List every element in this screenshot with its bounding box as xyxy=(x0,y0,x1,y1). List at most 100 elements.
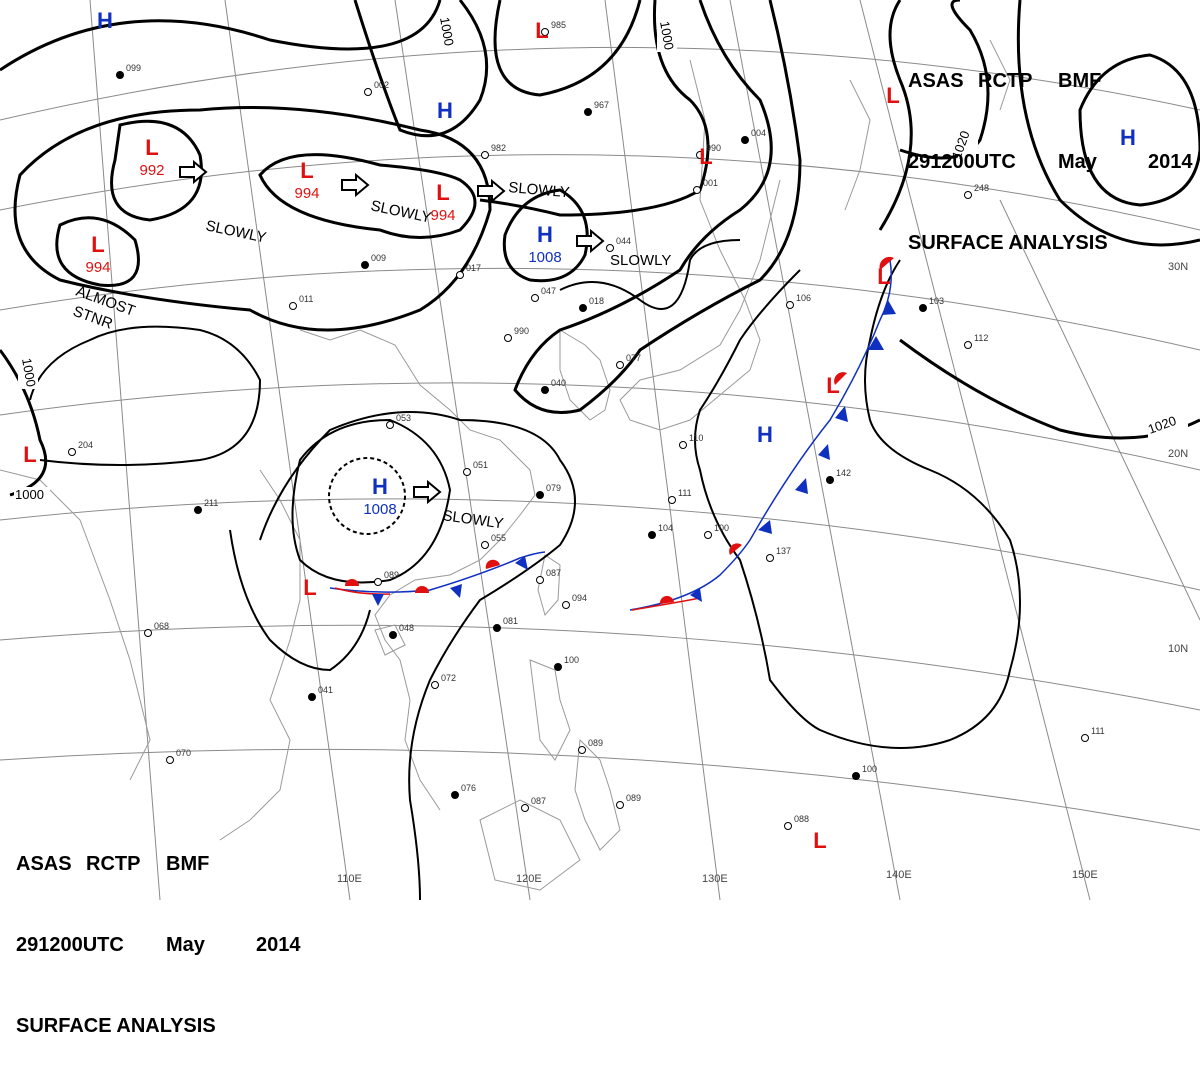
station-pressure-label: 089 xyxy=(384,570,399,580)
station-plot: 112 xyxy=(964,333,988,349)
motion-label: SLOWLY xyxy=(508,179,571,201)
central-pressure-label: 1008 xyxy=(363,501,396,518)
station-plot: 051 xyxy=(463,460,488,476)
station-pressure-label: 072 xyxy=(441,673,456,683)
header-line-2: 291200UTC May 2014 xyxy=(16,932,301,959)
high-pressure-marker: H xyxy=(1120,125,1136,150)
station-plot: 077 xyxy=(616,353,641,369)
station-plot: 072 xyxy=(431,673,456,689)
latitude-label: 10N xyxy=(1168,643,1188,655)
station-pressure-label: 112 xyxy=(974,333,988,343)
china-coast xyxy=(299,329,536,811)
station-plot: 106 xyxy=(786,293,811,309)
graticule xyxy=(0,0,1200,900)
isobar xyxy=(29,325,262,466)
station-pressure-label: 079 xyxy=(546,483,561,493)
central-pressure-label: 994 xyxy=(85,259,110,276)
station-plot: 002 xyxy=(364,80,389,96)
station-plot: 094 xyxy=(562,593,587,609)
station-dot xyxy=(648,531,656,539)
station-plot: 103 xyxy=(919,296,944,312)
station-pressure-label: 044 xyxy=(616,236,631,246)
station-pressure-label: 070 xyxy=(176,748,191,758)
station-dot xyxy=(616,361,624,369)
station-dot xyxy=(541,28,549,36)
station-plot: 047 xyxy=(531,286,556,302)
motion-arrow xyxy=(413,479,442,505)
longitude-label: 130E xyxy=(702,873,728,885)
station-pressure-label: 111 xyxy=(1091,726,1105,736)
station-dot xyxy=(578,746,586,754)
motion-arrow xyxy=(477,178,506,204)
station-plot: 053 xyxy=(386,413,411,429)
header-top-right: ASAS RCTP BMF 291200UTC May 2014 SURFACE… xyxy=(908,14,1193,284)
kamchatka-coast xyxy=(989,39,1011,111)
isobar-label: 1000 xyxy=(437,16,457,47)
station-pressure-label: 077 xyxy=(626,353,641,363)
header-code: BMF xyxy=(1058,70,1102,92)
isobar-labels: 1000 1000 1000 1000 1020 1020 xyxy=(14,14,1188,503)
station-plot: 079 xyxy=(536,483,561,499)
low-pressure-marker: L xyxy=(877,264,890,289)
station-dot xyxy=(481,541,489,549)
isobar xyxy=(291,418,452,584)
header-line-1: ASAS RCTP BMF xyxy=(16,851,301,878)
station-pressure-label: 068 xyxy=(154,621,169,631)
station-plot: 990 xyxy=(504,326,529,342)
station-pressure-label: 111 xyxy=(678,488,692,498)
taiwan-coast xyxy=(537,554,561,617)
header-year: 2014 xyxy=(1148,151,1193,173)
header-title: SURFACE ANALYSIS xyxy=(908,232,1108,254)
isobar-label: 1000 xyxy=(15,487,44,502)
station-pressure-label: 248 xyxy=(974,183,989,193)
header-title: SURFACE ANALYSIS xyxy=(16,1015,216,1037)
pressure-centers: H H H H 1008 H 1008 H L 992 L 994 L 994 L 994 L L L L L L L L xyxy=(23,8,1136,853)
station-dot xyxy=(541,386,549,394)
station-pressure-label: 982 xyxy=(491,143,506,153)
station-pressure-label: 087 xyxy=(546,568,561,578)
station-pressure-label: 137 xyxy=(776,546,791,556)
station-plot: 967 xyxy=(584,100,609,116)
isobar-heavy xyxy=(0,0,442,72)
station-dot xyxy=(374,578,382,586)
station-dot xyxy=(784,822,792,830)
isobar-label: 1000 xyxy=(19,357,39,388)
station-pressure-label: 100 xyxy=(714,523,729,533)
station-dot xyxy=(456,271,464,279)
station-plot: 041 xyxy=(308,685,333,701)
station-dot xyxy=(166,756,174,764)
header-month: May xyxy=(1058,151,1097,173)
header-time: 291200UTC xyxy=(908,151,1016,173)
header-year: 2014 xyxy=(256,934,301,956)
station-pressure-label: 076 xyxy=(461,783,476,793)
station-dot xyxy=(852,772,860,780)
station-pressure-label: 967 xyxy=(594,100,609,110)
isobar-heavy xyxy=(13,106,492,332)
station-pressure-label: 110 xyxy=(689,433,703,443)
station-dot xyxy=(704,531,712,539)
korea-coast xyxy=(559,329,611,421)
station-plot: 004 xyxy=(741,128,766,144)
station-pressure-label: 985 xyxy=(551,20,566,30)
station-plot: 142 xyxy=(826,468,851,484)
station-pressure-label: 017 xyxy=(466,263,481,273)
isobar xyxy=(694,259,1021,749)
station-pressure-label: 088 xyxy=(794,814,809,824)
station-plot: 017 xyxy=(456,263,481,279)
front-stationary-east xyxy=(629,256,896,611)
isobar-label: 1000 xyxy=(657,20,677,51)
station-pressure-label: 048 xyxy=(399,623,414,633)
header-station: RCTP xyxy=(978,70,1033,92)
station-plot: 100 xyxy=(852,764,877,780)
borneo-coast xyxy=(479,799,581,891)
station-dot xyxy=(919,304,927,312)
station-pressure-label: 204 xyxy=(78,440,93,450)
header-time: 291200UTC xyxy=(16,934,124,956)
low-pressure-marker: L xyxy=(826,373,839,398)
station-plot: 009 xyxy=(361,253,386,269)
isobar xyxy=(259,411,576,900)
station-dot xyxy=(606,244,614,252)
header-agency: ASAS xyxy=(16,853,72,875)
station-pressure-label: 004 xyxy=(751,128,766,138)
station-pressure-label: 051 xyxy=(473,460,488,470)
